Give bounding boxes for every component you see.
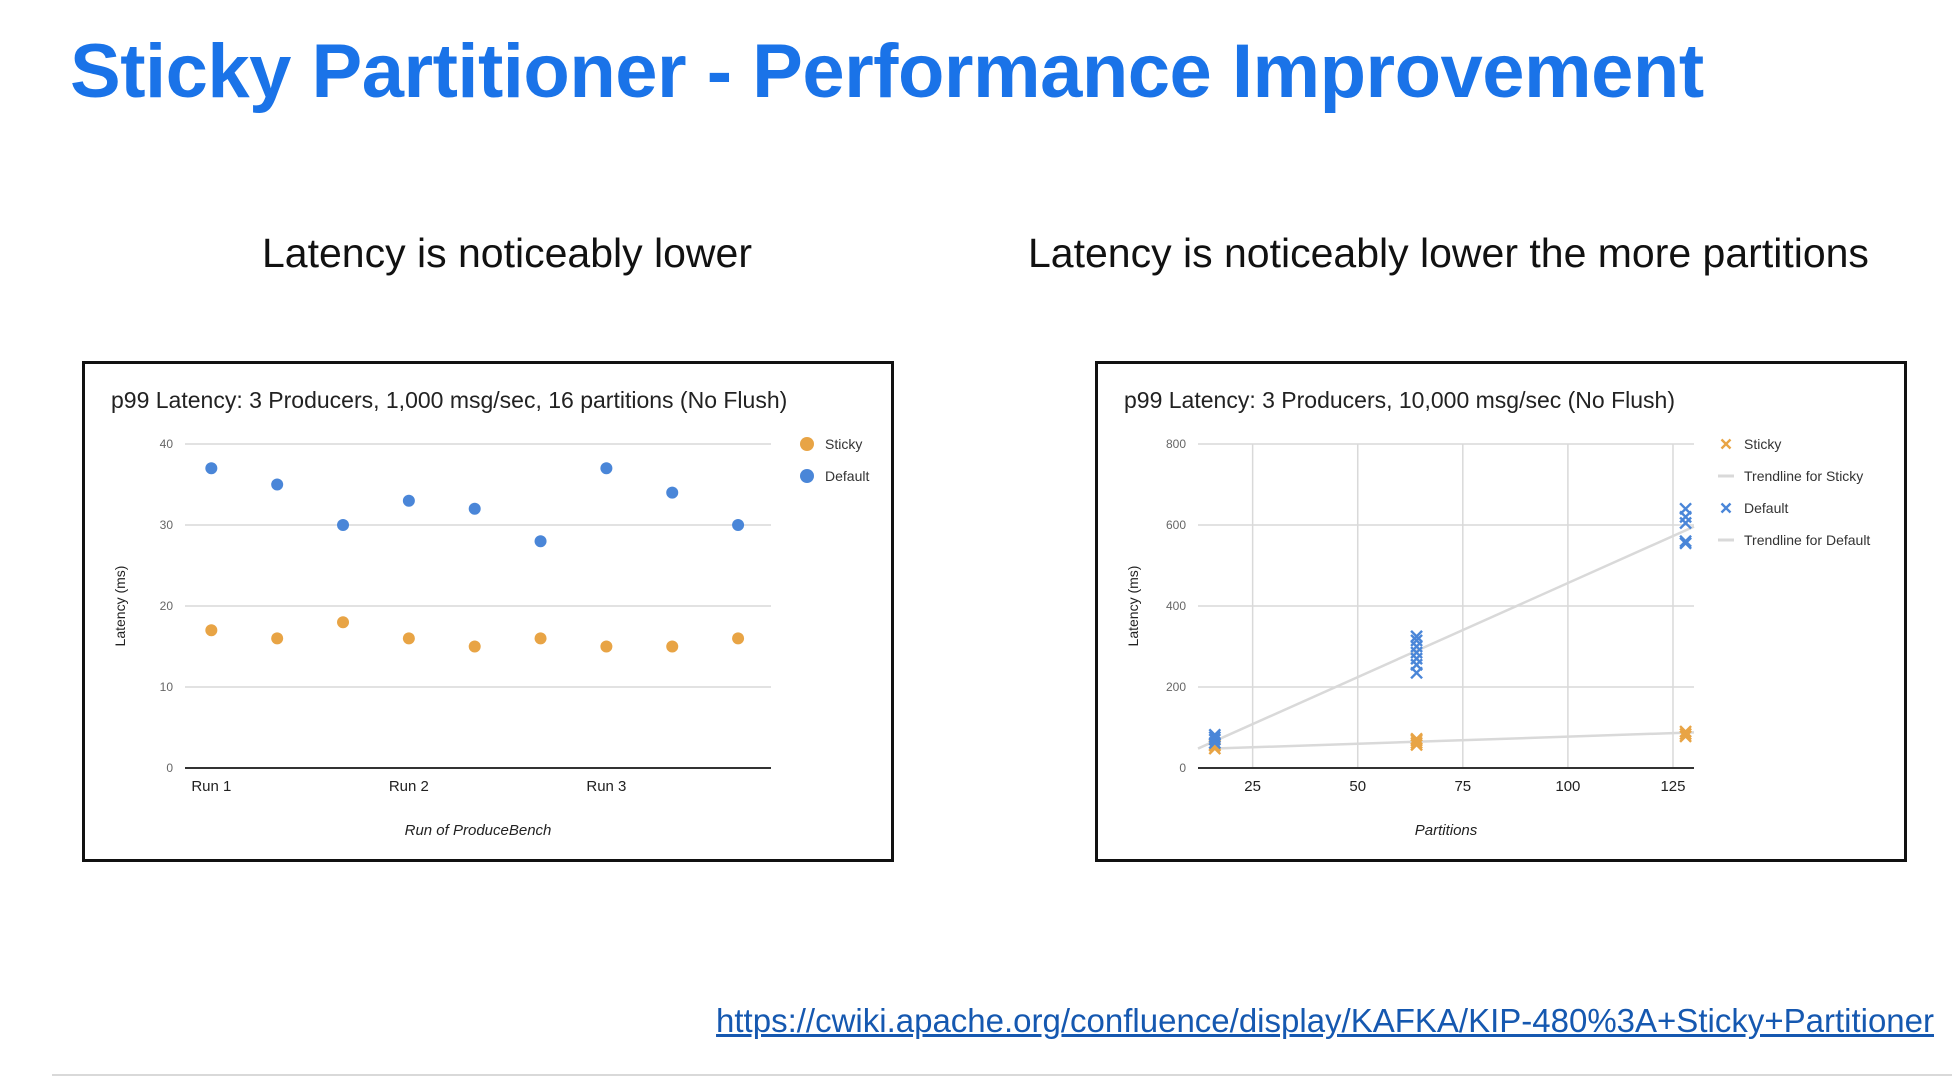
sticky-point-stroke-b xyxy=(1410,736,1423,750)
default-point xyxy=(1679,502,1692,516)
x-tick-label: 50 xyxy=(1349,778,1366,795)
legend-default-marker xyxy=(800,469,814,483)
x-axis-title: Partitions xyxy=(1415,822,1478,839)
legend-default-marker-stroke-b xyxy=(1720,502,1732,514)
y-tick-label: 800 xyxy=(1166,437,1186,451)
sticky-point-stroke-b xyxy=(1410,732,1423,746)
default-point-stroke-b xyxy=(1410,634,1423,647)
default-point xyxy=(1410,634,1423,647)
bottom-divider xyxy=(52,1074,1952,1076)
sticky-point xyxy=(271,632,284,645)
x-tick-label: 100 xyxy=(1555,778,1580,795)
chart-title: p99 Latency: 3 Producers, 1,000 msg/sec,… xyxy=(111,387,787,413)
default-point xyxy=(1208,730,1222,744)
y-axis-title: Latency (ms) xyxy=(112,566,128,647)
default-point xyxy=(337,519,350,531)
default-point-stroke-b xyxy=(1208,733,1222,746)
default-point xyxy=(1410,630,1423,643)
sticky-point xyxy=(600,640,613,653)
x-tick-label: 125 xyxy=(1660,778,1685,795)
x-tick-label: Run 1 xyxy=(191,778,231,795)
default-point xyxy=(666,486,679,499)
sticky-point xyxy=(1679,727,1692,741)
default-point-stroke-b xyxy=(1679,502,1692,516)
legend-trendline-for-sticky-label: Trendline for Sticky xyxy=(1744,468,1863,484)
y-tick-label: 30 xyxy=(160,518,174,532)
default-point xyxy=(600,462,613,475)
legend-sticky-label: Sticky xyxy=(1744,436,1781,452)
sticky-point xyxy=(205,624,218,637)
sticky-point xyxy=(1410,732,1423,746)
default-point xyxy=(534,535,547,548)
legend-sticky-marker xyxy=(1720,438,1732,450)
default-point xyxy=(732,519,745,531)
x-tick-label: 75 xyxy=(1454,778,1471,795)
default-point xyxy=(1208,728,1222,742)
default-point-stroke-b xyxy=(1679,534,1692,548)
default-point-stroke-b xyxy=(1410,630,1423,643)
legend-trendline-for-default-label: Trendline for Default xyxy=(1744,532,1870,548)
sticky-point xyxy=(1679,730,1692,743)
sticky-point-stroke-b xyxy=(1679,730,1692,743)
sticky-point-stroke-b xyxy=(1679,727,1692,741)
default-point-stroke-b xyxy=(1208,728,1222,742)
default-point xyxy=(205,462,218,475)
sticky-point-stroke-b xyxy=(1679,725,1692,738)
slide-title: Sticky Partitioner - Performance Improve… xyxy=(70,29,1704,114)
trendline-trendline-for-default xyxy=(1197,525,1695,750)
default-point xyxy=(402,494,415,507)
x-tick-label: Run 3 xyxy=(586,778,626,795)
sticky-point xyxy=(1410,736,1423,750)
y-tick-label: 200 xyxy=(1166,680,1186,694)
chart-panel-right: p99 Latency: 3 Producers, 10,000 msg/sec… xyxy=(1095,361,1907,862)
default-point xyxy=(1679,534,1692,548)
y-tick-label: 600 xyxy=(1166,518,1186,532)
legend-default-label: Default xyxy=(1744,500,1788,516)
subtitle-right: Latency is noticeably lower the more par… xyxy=(1028,230,1869,276)
default-point xyxy=(1679,536,1692,550)
subtitle-left: Latency is noticeably lower xyxy=(262,230,752,276)
legend-sticky-label: Sticky xyxy=(825,436,862,452)
default-point xyxy=(468,502,481,515)
sticky-point xyxy=(337,616,350,629)
legend-default-marker xyxy=(1720,502,1732,514)
x-tick-label: Run 2 xyxy=(389,778,429,795)
legend-sticky-marker xyxy=(800,437,814,451)
x-tick-label: 25 xyxy=(1244,778,1261,795)
chart-p99-latency-partitions: p99 Latency: 3 Producers, 10,000 msg/sec… xyxy=(1124,387,1870,839)
default-point-stroke-b xyxy=(1679,536,1692,550)
y-tick-label: 20 xyxy=(160,599,174,613)
chart-p99-latency-16-partitions: p99 Latency: 3 Producers, 1,000 msg/sec,… xyxy=(111,387,869,839)
y-tick-label: 40 xyxy=(160,437,174,451)
y-tick-label: 400 xyxy=(1166,599,1186,613)
sticky-point xyxy=(666,640,679,653)
chart-title: p99 Latency: 3 Producers, 10,000 msg/sec… xyxy=(1124,387,1675,413)
legend-sticky-marker-stroke-b xyxy=(1720,438,1732,450)
sticky-point xyxy=(468,640,481,653)
y-axis-title: Latency (ms) xyxy=(1125,566,1141,647)
x-axis-title: Run of ProduceBench xyxy=(405,822,552,839)
sticky-point xyxy=(534,632,547,645)
sticky-point xyxy=(732,632,745,645)
y-tick-label: 0 xyxy=(166,761,173,775)
default-point xyxy=(1208,733,1222,746)
sticky-point xyxy=(1679,725,1692,738)
chart-panel-left: p99 Latency: 3 Producers, 1,000 msg/sec,… xyxy=(82,361,894,862)
y-tick-label: 10 xyxy=(160,680,174,694)
sticky-point xyxy=(402,632,415,645)
default-point-stroke-b xyxy=(1208,730,1222,744)
trendline-trendline-for-sticky xyxy=(1214,731,1695,750)
y-tick-label: 0 xyxy=(1179,761,1186,775)
default-point xyxy=(271,478,284,491)
legend-default-label: Default xyxy=(825,468,869,484)
kip-480-link[interactable]: https://cwiki.apache.org/confluence/disp… xyxy=(716,1002,1934,1039)
